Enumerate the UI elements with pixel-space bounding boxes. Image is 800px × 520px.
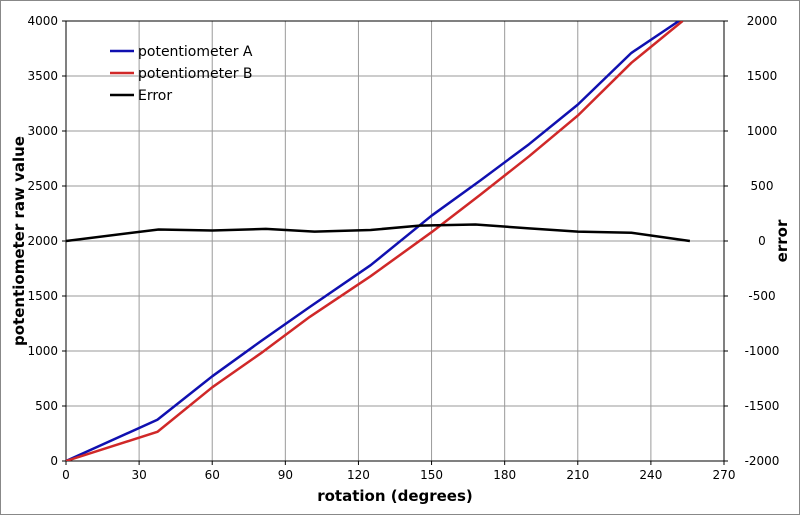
legend-label-error: Error <box>138 88 172 104</box>
legend: potentiometer A potentiometer B Error <box>110 44 253 104</box>
x-axis-title: rotation (degrees) <box>317 487 473 505</box>
x-tick-label: 240 <box>639 468 662 482</box>
y-axis-ticks: 0 500 1000 1500 2000 2500 3000 3500 4000 <box>27 14 66 468</box>
y-tick-label: 3500 <box>27 69 58 83</box>
y-tick-label: 2500 <box>27 179 58 193</box>
y2-tick-label: -500 <box>748 289 775 303</box>
series-line-error <box>66 223 691 243</box>
x-tick-label: 90 <box>278 468 293 482</box>
y-tick-label: 1000 <box>27 344 58 358</box>
y2-tick-label: -1000 <box>745 344 780 358</box>
x-axis-ticks: 0 30 60 90 120 150 180 210 240 270 <box>62 461 735 482</box>
y2-tick-label: 2000 <box>747 14 778 28</box>
y-tick-label: 1500 <box>27 289 58 303</box>
y-tick-label: 3000 <box>27 124 58 138</box>
y-tick-label: 2000 <box>27 234 58 248</box>
legend-label-potentiometer-a: potentiometer A <box>138 44 253 60</box>
y2-tick-label: 0 <box>758 234 766 248</box>
x-tick-label: 180 <box>493 468 516 482</box>
series-lines <box>66 21 691 461</box>
y-axis-title: potentiometer raw value <box>10 136 28 346</box>
x-tick-label: 30 <box>131 468 146 482</box>
series-line-potentiometer-b <box>66 21 684 461</box>
y2-tick-label: -1500 <box>745 399 780 413</box>
x-tick-label: 120 <box>347 468 370 482</box>
y-tick-label: 0 <box>50 454 58 468</box>
y2-tick-label: 500 <box>751 179 774 193</box>
x-tick-label: 150 <box>420 468 443 482</box>
y2-tick-label: 1500 <box>747 69 778 83</box>
y-tick-label: 500 <box>35 399 58 413</box>
y2-tick-label: -2000 <box>745 454 780 468</box>
legend-label-potentiometer-b: potentiometer B <box>138 66 253 82</box>
x-tick-label: 210 <box>566 468 589 482</box>
y2-axis-ticks: -2000 -1500 -1000 -500 0 500 1000 1500 2000 <box>724 14 779 468</box>
y2-tick-label: 1000 <box>747 124 778 138</box>
x-tick-label: 60 <box>205 468 220 482</box>
x-tick-label: 0 <box>62 468 70 482</box>
x-tick-label: 270 <box>713 468 736 482</box>
y2-axis-title: error <box>773 219 791 262</box>
y-tick-label: 4000 <box>27 14 58 28</box>
series-line-potentiometer-a <box>66 21 680 461</box>
